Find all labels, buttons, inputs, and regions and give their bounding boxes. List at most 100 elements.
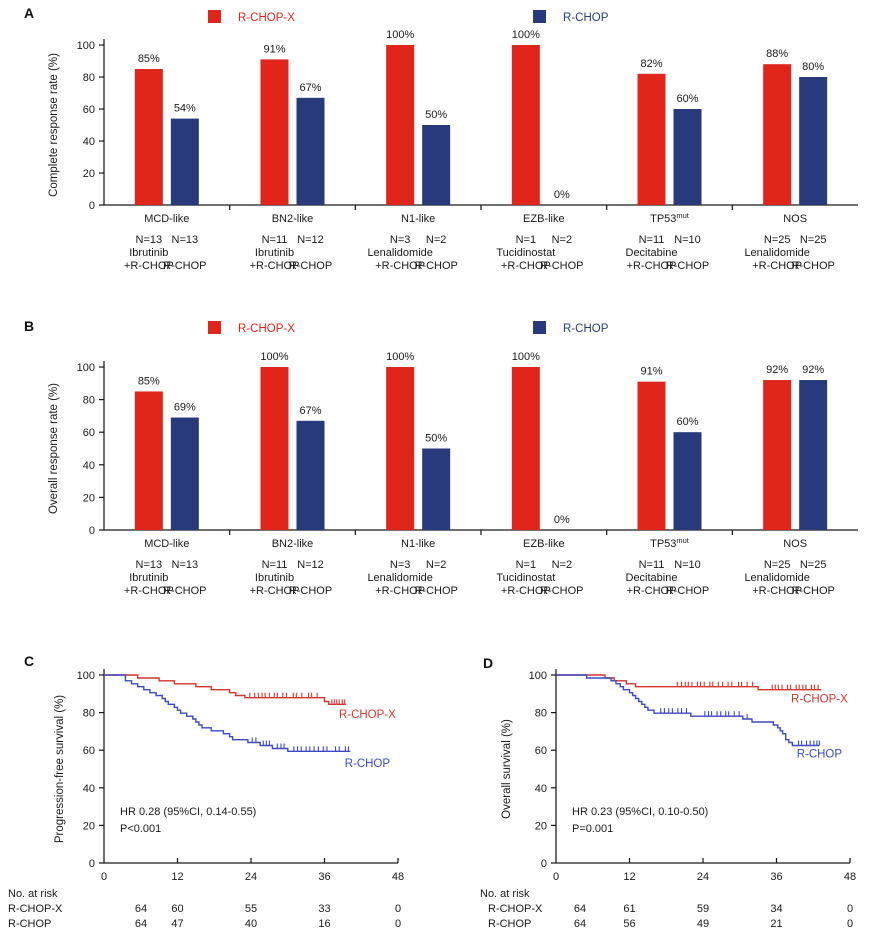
- n-label: N=10: [674, 234, 701, 246]
- panel-c-km-chart: 0 20 40 60 80 100 Progression-free survival (%…: [8, 669, 404, 930]
- bar-R-CHOP-X-MCD-like: [134, 391, 163, 530]
- y-tick-label: 0: [89, 200, 95, 212]
- panel-b-letter: B: [24, 318, 35, 334]
- bar-value-label: 100%: [512, 351, 540, 363]
- n-label: N=3: [390, 234, 411, 246]
- panel-a-bar-chart: R-CHOP-X R-CHOP 0 20 40 60 80 100 Complete respo…: [48, 10, 858, 272]
- x-tick-label: 24: [697, 871, 709, 883]
- bar-value-label: 85%: [138, 375, 160, 387]
- risk-value: 64: [574, 903, 586, 915]
- bar-R-CHOP-TP53: [673, 109, 702, 205]
- panel-a-letter: A: [24, 5, 35, 21]
- bar-value-label: 100%: [386, 351, 414, 363]
- bar-value-label: 0%: [554, 514, 570, 526]
- arm-label: +R-CHOP: [124, 585, 174, 597]
- bar-R-CHOP-NOS: [799, 380, 828, 530]
- n-label: N=12: [297, 234, 324, 246]
- group-label: BN2-like: [272, 213, 314, 225]
- arm-label: R-CHOP: [289, 260, 332, 272]
- group-label: EZB-like: [523, 213, 565, 225]
- legend-swatch-R-CHOP: [533, 321, 546, 334]
- n-label: N=2: [552, 234, 573, 246]
- y-tick-label: 20: [535, 820, 547, 832]
- n-label: N=13: [172, 559, 199, 571]
- x-tick-label: 0: [101, 871, 107, 883]
- risk-value: 47: [171, 918, 183, 930]
- bar-R-CHOP-X-N1-like: [386, 367, 415, 530]
- legend-swatch-R-CHOP-X: [208, 321, 221, 334]
- y-tick-label: 20: [83, 168, 95, 180]
- bar-R-CHOP-X-BN2-like: [260, 367, 289, 530]
- risk-value: 21: [770, 918, 782, 930]
- n-label: N=13: [136, 559, 163, 571]
- n-label: N=11: [262, 234, 288, 246]
- y-tick-label: 100: [77, 670, 95, 682]
- y-tick-label: 60: [83, 104, 95, 116]
- arm-label: +R-CHOP: [501, 585, 551, 597]
- bar-value-label: 69%: [174, 402, 196, 414]
- bar-value-label: 50%: [425, 109, 447, 121]
- curve-label-R-CHOP-X: R-CHOP-X: [791, 693, 848, 705]
- curve-label-R-CHOP: R-CHOP: [345, 758, 391, 770]
- y-tick-label: 60: [83, 745, 95, 757]
- bar-value-label: 88%: [766, 48, 788, 60]
- bar-value-label: 92%: [766, 364, 788, 376]
- bar-value-label: 0%: [554, 189, 570, 201]
- bar-value-label: 92%: [802, 364, 824, 376]
- drug-label: Decitabine: [626, 572, 678, 584]
- group-label: MCD-like: [144, 213, 189, 225]
- legend-label-R-CHOP-X: R-CHOP-X: [238, 323, 295, 335]
- risk-value: 55: [245, 903, 257, 915]
- arm-label: +R-CHOP: [375, 585, 425, 597]
- bar-R-CHOP-X-BN2-like: [260, 59, 289, 206]
- bar-R-CHOP-X-EZB-like: [511, 45, 540, 205]
- x-tick-label: 48: [844, 871, 856, 883]
- y-tick-label: 100: [77, 40, 95, 52]
- y-tick-label: 100: [77, 362, 95, 374]
- bar-value-label: 60%: [676, 93, 698, 105]
- arm-label: +R-CHOP: [752, 585, 802, 597]
- bar-R-CHOP-BN2-like: [296, 420, 325, 530]
- bar-value-label: 54%: [174, 103, 196, 115]
- bar-R-CHOP-X-MCD-like: [134, 69, 163, 205]
- risk-value: 0: [395, 918, 401, 930]
- arm-label: R-CHOP: [791, 585, 834, 597]
- drug-label: Ibrutinib: [129, 247, 168, 259]
- risk-table-title: No. at risk: [8, 888, 58, 900]
- arm-label: R-CHOP: [163, 260, 206, 272]
- bar-value-label: 80%: [802, 61, 824, 73]
- arm-label: R-CHOP: [666, 260, 709, 272]
- n-label: N=25: [800, 234, 827, 246]
- y-axis-title: Overall response rate (%): [48, 383, 60, 514]
- n-label: N=25: [764, 234, 791, 246]
- bar-value-label: 67%: [299, 405, 321, 417]
- bar-R-CHOP-X-TP53: [637, 381, 666, 530]
- y-tick-label: 60: [535, 745, 547, 757]
- drug-label: Tucidinostat: [496, 247, 555, 259]
- bar-R-CHOP-N1-like: [422, 448, 451, 530]
- bar-R-CHOP-X-N1-like: [386, 45, 415, 205]
- risk-value: 0: [847, 918, 853, 930]
- drug-label: Lenalidomide: [367, 572, 432, 584]
- y-tick-label: 40: [83, 136, 95, 148]
- arm-label: R-CHOP: [540, 260, 583, 272]
- risk-value: 0: [847, 903, 853, 915]
- arm-label: +R-CHOP: [627, 585, 677, 597]
- y-tick-label: 0: [541, 858, 547, 870]
- n-label: N=11: [639, 234, 665, 246]
- risk-value: 64: [135, 918, 147, 930]
- risk-row-name: R-CHOP: [488, 918, 531, 930]
- risk-value: 0: [395, 903, 401, 915]
- legend-label-R-CHOP-X: R-CHOP-X: [238, 12, 295, 24]
- group-label: MCD-like: [144, 538, 189, 550]
- risk-value: 56: [623, 918, 635, 930]
- arm-label: +R-CHOP: [250, 585, 300, 597]
- n-label: N=25: [764, 559, 791, 571]
- y-tick-label: 80: [535, 708, 547, 720]
- bar-value-label: 50%: [425, 433, 447, 445]
- hr-annotation: P<0.001: [120, 823, 161, 835]
- n-label: N=1: [516, 559, 537, 571]
- risk-value: 61: [623, 903, 635, 915]
- drug-label: Lenalidomide: [744, 247, 809, 259]
